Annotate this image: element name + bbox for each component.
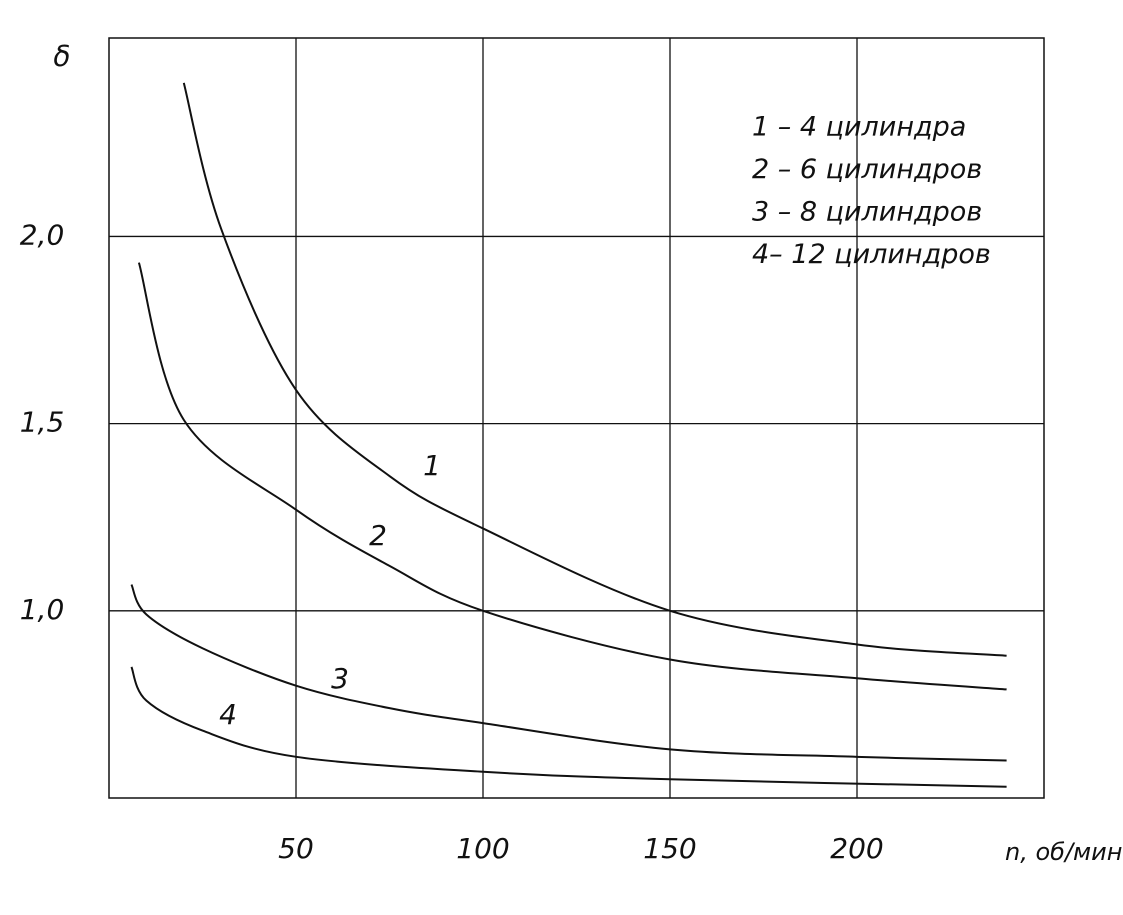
y-tick-label: 1,0 (20, 593, 65, 626)
curve-label: 4 (219, 698, 237, 731)
y-axis-label: δ (53, 40, 70, 73)
x-tick-label: 100 (456, 832, 509, 865)
curve-label: 3 (331, 662, 349, 695)
legend-entry: 3 – 8 цилиндров (752, 197, 982, 228)
curve (130, 584, 1007, 762)
legend-entry: 2 – 6 цилиндров (752, 154, 982, 185)
curve (130, 666, 1007, 788)
curve (137, 262, 1007, 691)
legend-entry: 4– 12 цилиндров (752, 239, 991, 270)
curve-label: 2 (369, 519, 387, 552)
x-tick-label: 50 (278, 832, 314, 865)
y-tick-label: 1,5 (20, 406, 65, 439)
y-tick-label: 2,0 (20, 218, 65, 251)
x-tick-label: 200 (830, 832, 883, 865)
curve (182, 82, 1007, 657)
legend-entry: 1 – 4 цилиндра (752, 112, 966, 143)
x-axis-label: n, об/мин (1005, 838, 1122, 866)
plot-frame (108, 37, 1045, 799)
x-tick-label: 150 (643, 832, 696, 865)
curve-label: 1 (423, 449, 441, 482)
